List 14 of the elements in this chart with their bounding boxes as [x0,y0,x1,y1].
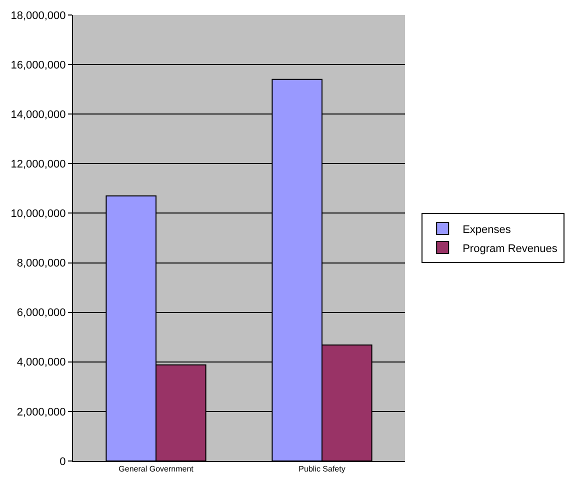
y-tick-label: 6,000,000 [16,307,66,320]
x-tick-label: General Government [118,464,194,474]
y-tick-label: 10,000,000 [10,208,66,220]
legend-label: Expenses [462,224,512,236]
y-tick-label: 4,000,000 [16,356,66,369]
y-tick-label: 2,000,000 [16,406,66,418]
y-tick-label: 14,000,000 [10,108,66,121]
y-tick-label: 18,000,000 [10,10,66,22]
y-tick-label: 8,000,000 [16,258,66,270]
legend-label: Program Revenues [462,242,558,255]
y-tick-label: 16,000,000 [10,59,66,72]
y-tick-label: 12,000,000 [10,158,66,171]
x-tick-label: Public Safety [298,464,346,474]
y-tick-label: 0 [60,456,66,468]
